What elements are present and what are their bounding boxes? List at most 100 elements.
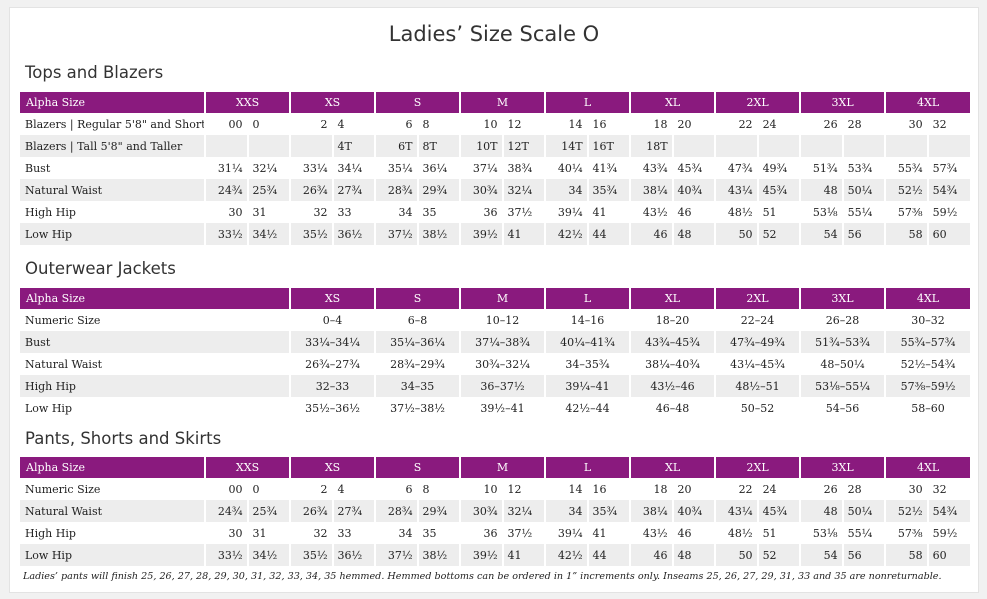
size-value: 27¾ [331,500,376,522]
column-header: Alpha Size [20,288,290,309]
size-range: 53⅛–55¼ [799,375,885,397]
row-label: Blazers | Tall 5'8" and Taller [20,135,205,157]
size-value: 2 [289,478,333,500]
size-range: 34–35 [374,375,460,397]
size-value [204,135,248,157]
size-value: 35¾ [586,500,631,522]
size-value: 30 [204,522,248,544]
size-range: 30–32 [884,309,970,331]
size-value: 35½ [289,223,333,245]
size-value: 42½ [544,544,588,566]
size-value: 20 [671,478,716,500]
size-range: 43¼–45¾ [714,353,800,375]
size-value: 32 [289,522,333,544]
size-value: 48 [671,544,716,566]
size-value: 55¼ [841,522,886,544]
column-header: Alpha Size [20,457,205,478]
size-value [884,135,928,157]
size-value: 45¾ [756,500,801,522]
size-chart-card: Ladies’ Size Scale O Tops and Blazers Al… [9,7,979,593]
column-header: S [374,92,461,113]
size-value: 6T [374,135,418,157]
size-value: 10 [459,478,503,500]
column-header: L [544,457,631,478]
table-row: Natural Waist 24¾ 25¾ 26¾ 27¾ 28¾ 29¾ 30¾ 32¼ 34 3… [20,179,971,201]
size-value: 00 [204,113,248,135]
size-value: 0 [246,113,291,135]
size-range: 50–52 [714,397,800,419]
size-value: 34½ [246,223,291,245]
size-range: 26¾–27¾ [289,353,375,375]
size-value: 28 [841,478,886,500]
size-value: 25¾ [246,179,291,201]
column-header: 2XL [714,288,800,309]
size-value: 30¾ [459,500,503,522]
size-value: 40¾ [671,500,716,522]
size-value: 41 [586,522,631,544]
size-range: 47¾–49¾ [714,331,800,353]
size-value: 47¾ [714,157,758,179]
size-range: 52½–54¾ [884,353,970,375]
size-value: 37¼ [459,157,503,179]
size-range: 39½–41 [459,397,545,419]
size-value: 57⅜ [884,201,928,223]
row-label: Low Hip [25,401,72,415]
size-value: 36 [459,201,503,223]
size-value: 49¾ [756,157,801,179]
size-value: 0 [246,478,291,500]
size-range: 40¼–41¾ [544,331,630,353]
size-value: 35 [416,201,461,223]
size-value: 8 [416,478,461,500]
size-value: 37½ [374,223,418,245]
size-value: 37½ [501,522,546,544]
size-value [289,135,333,157]
size-value: 48 [799,500,843,522]
page-title: Ladies’ Size Scale O [388,22,600,46]
size-value: 48½ [714,522,758,544]
row-label: Low Hip [20,223,205,245]
row-label: Blazers | Regular 5'8" and Shorter [25,117,205,131]
table-row: Blazers | Regular 5'8" and Shorter 00 0 2 4 6… [20,113,971,135]
size-value: 14 [544,113,588,135]
size-value: 37½ [501,201,546,223]
size-value: 59½ [926,201,971,223]
pants-section-title: Pants, Shorts and Skirts [25,429,222,448]
size-value: 40¼ [544,157,588,179]
size-value: 41¾ [586,157,631,179]
table-row: Low Hip 33½ 34½ 35½ 36½ 37½ 38½ 39½ 41 42½ 44 46 48 5… [20,223,971,245]
size-value: 34½ [246,544,291,566]
size-range: 43½–46 [629,375,715,397]
size-value: 54¾ [926,500,971,522]
size-value [841,135,886,157]
size-value: 58 [884,223,928,245]
table-row: Bust 33¼–34¼ 35¼–36¼ 37¼–38¾ 40¼–41¾ 43¾–45¾ 4… [20,331,970,353]
size-value: 50 [714,223,758,245]
size-range: 6–8 [374,309,460,331]
size-value: 38¼ [629,179,673,201]
size-value: 50¼ [841,179,886,201]
size-value: 33 [331,522,376,544]
size-value: 51 [756,522,801,544]
column-header: 2XL [714,92,801,113]
size-value: 26 [799,113,843,135]
size-value: 60 [926,223,971,245]
size-value: 35 [416,522,461,544]
size-value: 43¾ [629,157,673,179]
row-label: Natural Waist [25,357,103,371]
size-value [756,135,801,157]
size-value: 52 [756,544,801,566]
size-range: 35¼–36¼ [374,331,460,353]
size-value: 34 [374,522,418,544]
size-range: 39¼–41 [544,375,630,397]
size-value: 4 [331,478,376,500]
size-value: 39¼ [544,522,588,544]
size-value: 51¾ [799,157,843,179]
size-range: 48½–51 [714,375,800,397]
size-value: 16 [586,478,631,500]
size-value: 54 [799,544,843,566]
size-value: 22 [714,478,758,500]
tops-size-table: Alpha Size XXS XS S M L XL 2XL 3XL 4XL Blazers | R… [20,92,971,245]
size-value: 39¼ [544,201,588,223]
size-range: 0–4 [289,309,375,331]
size-value: 32 [926,113,971,135]
